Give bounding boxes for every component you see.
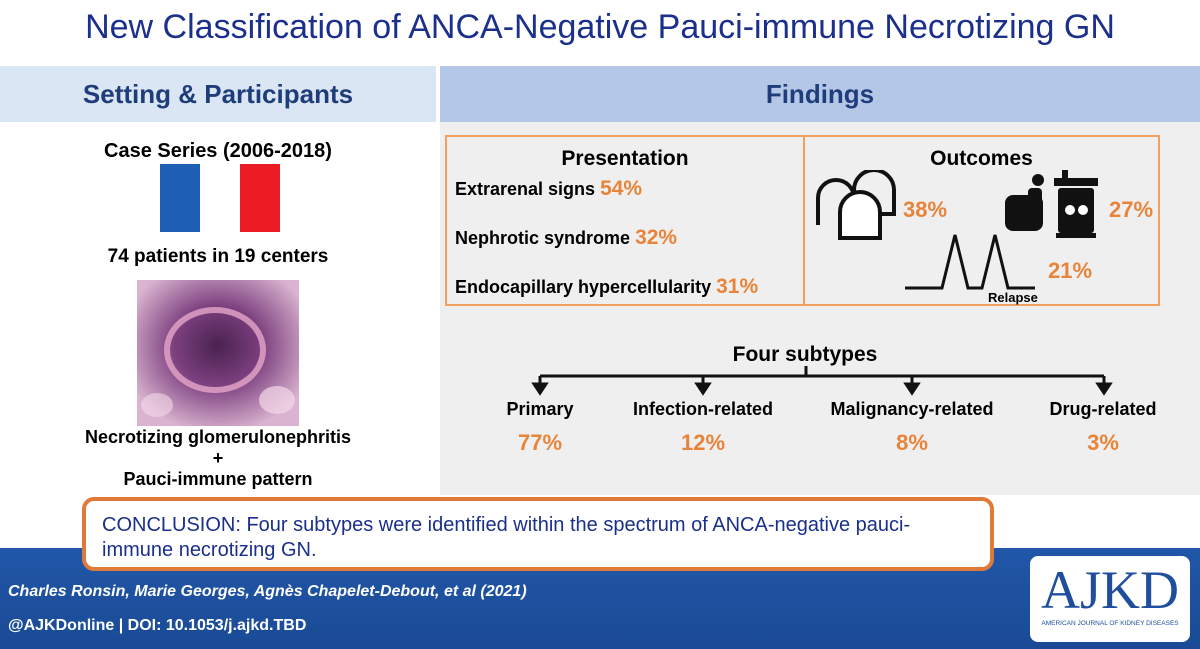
subtype-value: 12% (680, 430, 726, 455)
findings-heading: Findings (440, 66, 1200, 122)
logo-name: AJKD (1040, 560, 1179, 620)
item-value: 54% (600, 177, 643, 200)
conclusion-text: CONCLUSION: Four subtypes were identifie… (102, 514, 911, 561)
presentation-item: Nephrotic syndrome 32% (455, 226, 677, 250)
caption: Necrotizing glomerulonephritis + Pauci-i… (0, 427, 436, 490)
outcome-label: Relapse (988, 290, 1038, 305)
presentation-item: Extrarenal signs 54% (455, 177, 642, 201)
item-value: 32% (635, 226, 678, 249)
journal-logo: AJKD AMERICAN JOURNAL OF KIDNEY DISEASES (1030, 556, 1190, 642)
item-label: Endocapillary hypercellularity (455, 277, 712, 297)
presentation-box: Presentation Extrarenal signs 54% Nephro… (445, 135, 805, 306)
subtypes-tree (531, 366, 1113, 396)
logo-tagline: AMERICAN JOURNAL OF KIDNEY DISEASES (1041, 620, 1179, 627)
outcomes-title: Outcomes (930, 147, 1033, 170)
outcome-icons (816, 170, 1098, 290)
subtype-value: 8% (896, 430, 928, 455)
subtypes-title: Four subtypes (732, 343, 878, 366)
doi: @AJKDonline | DOI: 10.1053/j.ajkd.TBD (8, 617, 307, 634)
subtype-name: Drug-related (1049, 399, 1157, 419)
subtype-value: 77% (517, 430, 563, 455)
authors: Charles Ronsin, Marie Georges, Agnès Cha… (8, 583, 527, 600)
patients: 74 patients in 19 centers (107, 246, 329, 267)
caption-line: Pauci-immune pattern (123, 469, 313, 489)
item-label: Extrarenal signs (455, 179, 596, 199)
subtype-name: Malignancy-related (830, 399, 994, 419)
outcome-value: 38% (903, 197, 948, 222)
presentation-item: Endocapillary hypercellularity 31% (455, 275, 758, 299)
outcome-value: 27% (1109, 197, 1154, 222)
outcome-value: 21% (1048, 258, 1093, 283)
subtype-name: Primary (506, 399, 574, 419)
caption-line: + (212, 448, 224, 468)
item-value: 31% (716, 275, 759, 298)
histology-image (137, 280, 299, 426)
presentation-title: Presentation (561, 147, 689, 170)
subtype-name: Infection-related (632, 399, 774, 419)
left-heading: Setting & Participants (0, 66, 436, 122)
french-flag (160, 164, 280, 232)
study-design: Case Series (2006-2018) (104, 140, 332, 162)
title: New Classification of ANCA-Negative Pauc… (85, 8, 1115, 46)
caption-line: Necrotizing glomerulonephritis (84, 427, 352, 447)
subtype-value: 3% (1087, 430, 1119, 455)
item-label: Nephrotic syndrome (455, 228, 631, 248)
conclusion-box: CONCLUSION: Four subtypes were identifie… (82, 497, 994, 571)
